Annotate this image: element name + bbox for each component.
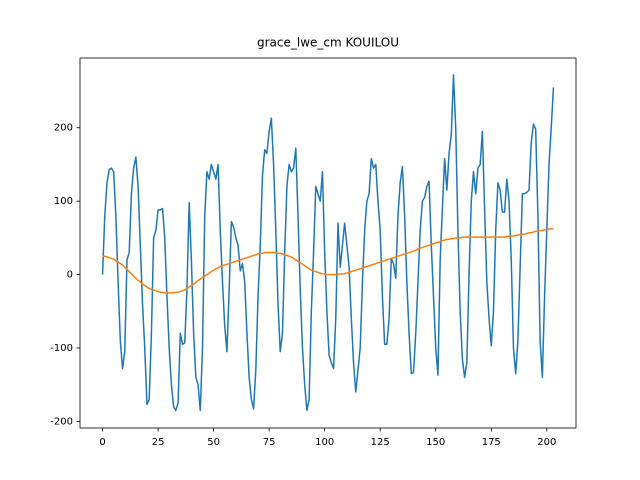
chart-title: grace_lwe_cm KOUILOU: [257, 36, 399, 50]
y-tick-label: 100: [54, 196, 73, 207]
data-line: [101, 74, 555, 412]
x-tick-label: 200: [537, 437, 556, 448]
x-tick-label: 175: [482, 437, 501, 448]
data-line: [102, 228, 554, 294]
y-tick-label: -200: [50, 416, 73, 427]
x-tick-label: 0: [99, 437, 105, 448]
y-tick-label: -100: [50, 343, 73, 354]
x-tick-label: 50: [207, 437, 220, 448]
x-tick-label: 150: [426, 437, 445, 448]
x-tick-label: 100: [315, 437, 334, 448]
x-tick-label: 25: [152, 437, 165, 448]
plot-frame: [79, 57, 577, 429]
y-tick-label: 200: [54, 123, 73, 134]
y-tick-label: 0: [67, 270, 73, 281]
x-tick-label: 75: [263, 437, 276, 448]
x-tick-label: 125: [371, 437, 390, 448]
